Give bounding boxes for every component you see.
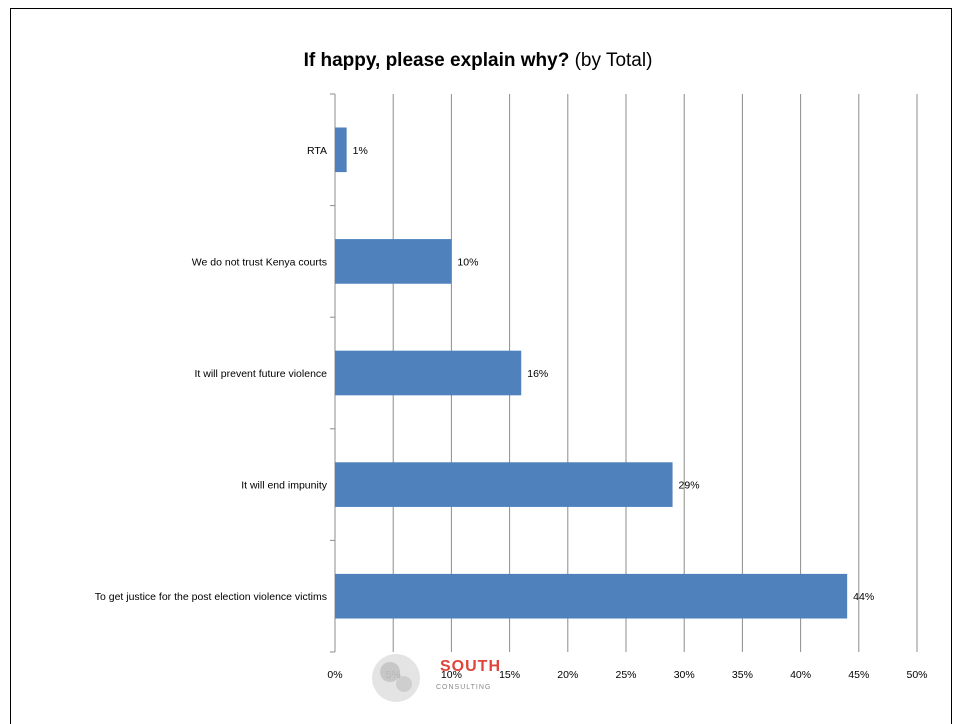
bar-0 — [335, 127, 347, 173]
category-label-2: It will prevent future violence — [195, 368, 328, 380]
x-tick-label-7: 35% — [732, 669, 753, 681]
x-tick-label-9: 45% — [848, 669, 869, 681]
data-label-0: 1% — [353, 145, 368, 157]
bar-4 — [335, 573, 848, 619]
x-tick-label-5: 25% — [615, 669, 636, 681]
data-label-3: 29% — [679, 480, 700, 492]
data-label-4: 44% — [853, 591, 874, 603]
category-label-1: We do not trust Kenya courts — [192, 256, 327, 268]
chart-title-rest: (by Total) — [574, 50, 653, 71]
x-tick-label-6: 30% — [674, 669, 695, 681]
logo-globe-icon — [372, 654, 420, 702]
chart-title: If happy, please explain why? (by Total) — [0, 50, 956, 72]
chart-title-bold: If happy, please explain why? — [303, 50, 570, 71]
x-tick-label-0: 0% — [327, 669, 342, 681]
logo-subtitle: CONSULTING — [436, 684, 492, 691]
category-label-4: To get justice for the post election vio… — [95, 591, 327, 603]
data-label-2: 16% — [527, 368, 548, 380]
x-tick-label-4: 20% — [557, 669, 578, 681]
category-label-0: RTA — [307, 145, 327, 157]
category-label-3: It will end impunity — [241, 480, 328, 492]
logo-word: SOUTH — [440, 658, 501, 675]
x-tick-label-3: 15% — [499, 669, 520, 681]
data-label-1: 10% — [457, 256, 478, 268]
x-tick-label-8: 40% — [790, 669, 811, 681]
bar-2 — [335, 350, 522, 396]
x-tick-label-2: 10% — [441, 669, 462, 681]
x-tick-label-10: 50% — [906, 669, 927, 681]
bar-1 — [335, 239, 452, 284]
bar-3 — [335, 462, 673, 507]
